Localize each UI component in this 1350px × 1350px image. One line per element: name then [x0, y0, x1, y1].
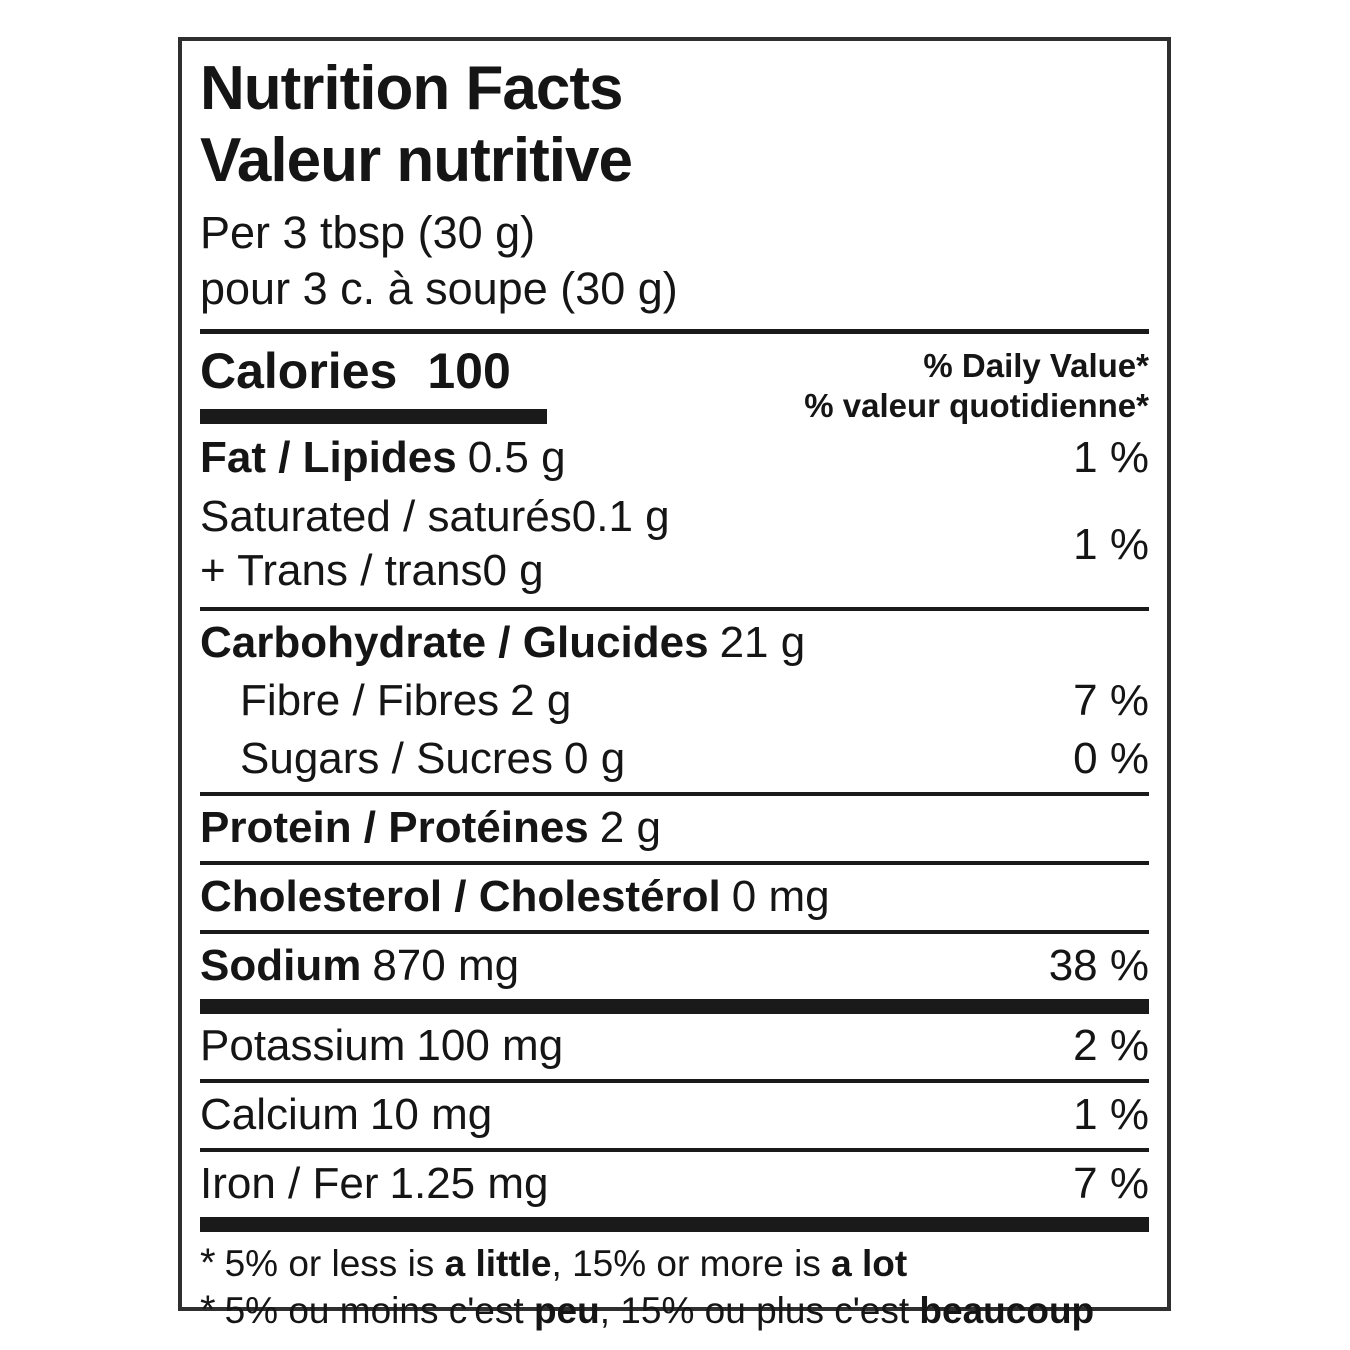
- nutrient-carbohydrate: Carbohydrate / Glucides 21 g: [200, 618, 806, 667]
- title-english: Nutrition Facts: [200, 54, 623, 123]
- sugars-daily-value: 0 %: [1073, 734, 1149, 783]
- daily-value-header: % Daily Value* % valeur quotidienne*: [804, 346, 1149, 426]
- daily-value-header-french: % valeur quotidienne*: [804, 387, 1149, 424]
- fibre-daily-value: 7 %: [1073, 676, 1149, 725]
- thick-bar-after-iron: [200, 1217, 1149, 1232]
- asterisk: *: [200, 1241, 216, 1285]
- separator-rule: [200, 1148, 1149, 1152]
- nutrient-trans: + Trans / trans0 g: [200, 546, 544, 595]
- nutrient-sugars: Sugars / Sucres 0 g: [240, 734, 626, 783]
- potassium-daily-value: 2 %: [1073, 1021, 1149, 1070]
- title-french: Valeur nutritive: [200, 126, 633, 195]
- nutrient-row-iron: Iron / Fer 1.25 mg 7 %: [200, 1152, 1149, 1217]
- nutrient-row-carbohydrate: Carbohydrate / Glucides 21 g: [200, 611, 1149, 676]
- calories-section: Calories 100 % Daily Value* % valeur quot…: [200, 344, 1149, 426]
- separator-rule: [200, 861, 1149, 865]
- thick-bar-after-sodium: [200, 999, 1149, 1014]
- saturated-trans-daily-value: 1 %: [1073, 520, 1149, 569]
- calories-block: Calories 100: [200, 344, 547, 424]
- nutrient-calcium: Calcium 10 mg: [200, 1090, 493, 1139]
- nutrient-row-potassium: Potassium 100 mg 2 %: [200, 1014, 1149, 1079]
- nutrient-row-sugars: Sugars / Sucres 0 g 0 %: [200, 734, 1149, 792]
- saturated-trans-group: Saturated / saturés0.1 g + Trans / trans…: [200, 491, 1149, 607]
- calories-underline-bar: [200, 409, 547, 424]
- nutrient-protein: Protein / Protéines 2 g: [200, 803, 661, 852]
- nutrient-saturated: Saturated / saturés0.1 g: [200, 492, 670, 541]
- saturated-trans-lines: Saturated / saturés0.1 g + Trans / trans…: [200, 491, 670, 599]
- separator-rule: [200, 1079, 1149, 1083]
- daily-value-header-english: % Daily Value*: [923, 347, 1149, 384]
- serving-size-english: Per 3 tbsp (30 g): [200, 207, 536, 258]
- asterisk: *: [200, 1288, 216, 1332]
- separator-rule: [200, 607, 1149, 611]
- calcium-daily-value: 1 %: [1073, 1090, 1149, 1139]
- separator-rule: [200, 930, 1149, 934]
- nutrient-fat: Fat / Lipides 0.5 g: [200, 433, 566, 482]
- sodium-daily-value: 38 %: [1048, 941, 1149, 990]
- separator-rule: [200, 792, 1149, 796]
- footnote-english: * 5% or less is a little, 15% or more is …: [200, 1241, 908, 1285]
- serving-size-block: Per 3 tbsp (30 g) pour 3 c. à soupe (30 …: [200, 205, 1149, 317]
- nutrient-cholesterol: Cholesterol / Cholestérol 0 mg: [200, 872, 830, 921]
- fat-daily-value: 1 %: [1073, 433, 1149, 482]
- footnotes-block: * 5% or less is a little, 15% or more is …: [200, 1232, 1149, 1334]
- nutrient-row-fibre: Fibre / Fibres 2 g 7 %: [200, 676, 1149, 734]
- nutrition-facts-label: Nutrition Facts Valeur nutritive Per 3 t…: [178, 37, 1171, 1332]
- nutrient-row-cholesterol: Cholesterol / Cholestérol 0 mg: [200, 865, 1149, 930]
- nutrient-row-calcium: Calcium 10 mg 1 %: [200, 1083, 1149, 1148]
- calories-value: 100: [427, 343, 511, 399]
- nutrient-row-sodium: Sodium 870 mg 38 %: [200, 934, 1149, 999]
- nutrient-row-fat: Fat / Lipides 0.5 g 1 %: [200, 426, 1149, 491]
- nutrient-fibre: Fibre / Fibres 2 g: [240, 676, 572, 725]
- nutrient-row-protein: Protein / Protéines 2 g: [200, 796, 1149, 861]
- nutrient-potassium: Potassium 100 mg: [200, 1021, 564, 1070]
- nutrient-sodium: Sodium 870 mg: [200, 941, 520, 990]
- footnote-french: * 5% ou moins c'est peu, 15% ou plus c'es…: [200, 1288, 1095, 1332]
- serving-size-french: pour 3 c. à soupe (30 g): [200, 263, 678, 314]
- calories-label: Calories: [200, 343, 398, 399]
- calories-row: Calories 100: [200, 344, 547, 398]
- iron-daily-value: 7 %: [1073, 1159, 1149, 1208]
- nutrient-iron: Iron / Fer 1.25 mg: [200, 1159, 549, 1208]
- separator-rule-header: [200, 329, 1149, 334]
